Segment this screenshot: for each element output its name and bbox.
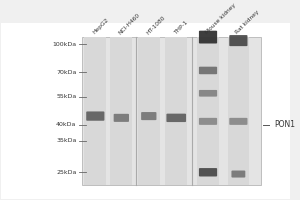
Text: 70kDa: 70kDa	[56, 70, 76, 75]
FancyBboxPatch shape	[199, 67, 217, 74]
Text: 100kDa: 100kDa	[52, 42, 76, 47]
FancyBboxPatch shape	[231, 171, 245, 178]
Bar	[110, 37, 132, 185]
Bar	[227, 37, 249, 185]
Text: Rat kidney: Rat kidney	[235, 10, 261, 35]
FancyBboxPatch shape	[199, 168, 217, 176]
FancyBboxPatch shape	[199, 31, 217, 44]
Text: Mouse kidney: Mouse kidney	[205, 3, 237, 35]
Bar	[85, 37, 106, 185]
FancyBboxPatch shape	[199, 118, 217, 125]
FancyBboxPatch shape	[167, 114, 186, 122]
Text: 25kDa: 25kDa	[56, 170, 76, 175]
FancyBboxPatch shape	[86, 111, 104, 121]
FancyBboxPatch shape	[229, 35, 248, 46]
Text: 55kDa: 55kDa	[56, 94, 76, 99]
Text: HT-1080: HT-1080	[145, 14, 166, 35]
Text: HepG2: HepG2	[92, 17, 110, 35]
Text: 35kDa: 35kDa	[56, 138, 76, 143]
FancyBboxPatch shape	[114, 114, 129, 122]
Bar	[138, 37, 160, 185]
Bar	[197, 37, 219, 185]
Text: THP-1: THP-1	[173, 20, 188, 35]
Text: PON1: PON1	[274, 120, 296, 129]
Bar	[165, 37, 187, 185]
FancyBboxPatch shape	[199, 90, 217, 97]
FancyBboxPatch shape	[229, 118, 248, 125]
Text: 40kDa: 40kDa	[56, 122, 76, 127]
FancyBboxPatch shape	[141, 112, 156, 120]
Bar	[82, 37, 262, 185]
Text: NCI-H460: NCI-H460	[118, 12, 141, 35]
